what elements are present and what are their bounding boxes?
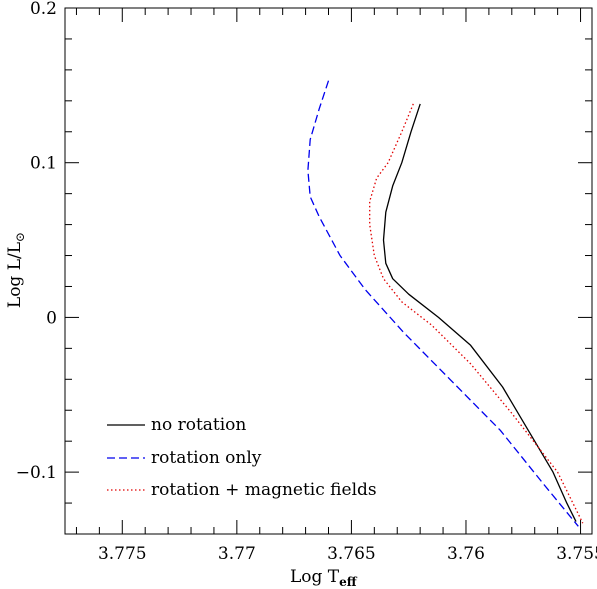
y-axis-label: Log L/L⊙: [5, 232, 27, 308]
x-tick-label: 3.765: [327, 544, 376, 564]
legend: no rotation rotation only rotation + mag…: [107, 415, 377, 500]
legend-label-no-rotation: no rotation: [151, 415, 246, 435]
x-tick-label: 3.77: [218, 544, 256, 564]
series-line-0: [382, 103, 577, 522]
y-tick-label: −0.1: [16, 463, 57, 483]
axis-ticks: [65, 7, 592, 535]
plot-frame: [64, 7, 593, 535]
x-tick-label: 3.755: [556, 544, 597, 564]
x-axis-label: Log Teff: [290, 567, 358, 589]
tick-labels: 3.775 3.77 3.765 3.76 3.755 −0.1 0 0.1 0.2: [16, 0, 597, 564]
x-tick-label: 3.775: [98, 544, 147, 564]
y-tick-label: 0.2: [30, 0, 57, 19]
series-line-2: [369, 103, 584, 524]
series-line-1: [307, 80, 579, 527]
legend-label-rotation-only: rotation only: [151, 448, 262, 468]
y-tick-label: 0: [46, 308, 57, 328]
series-lines: [307, 80, 584, 527]
x-tick-label: 3.76: [447, 544, 485, 564]
y-tick-label: 0.1: [30, 154, 57, 174]
legend-label-rotation-magnetic: rotation + magnetic fields: [151, 480, 377, 500]
